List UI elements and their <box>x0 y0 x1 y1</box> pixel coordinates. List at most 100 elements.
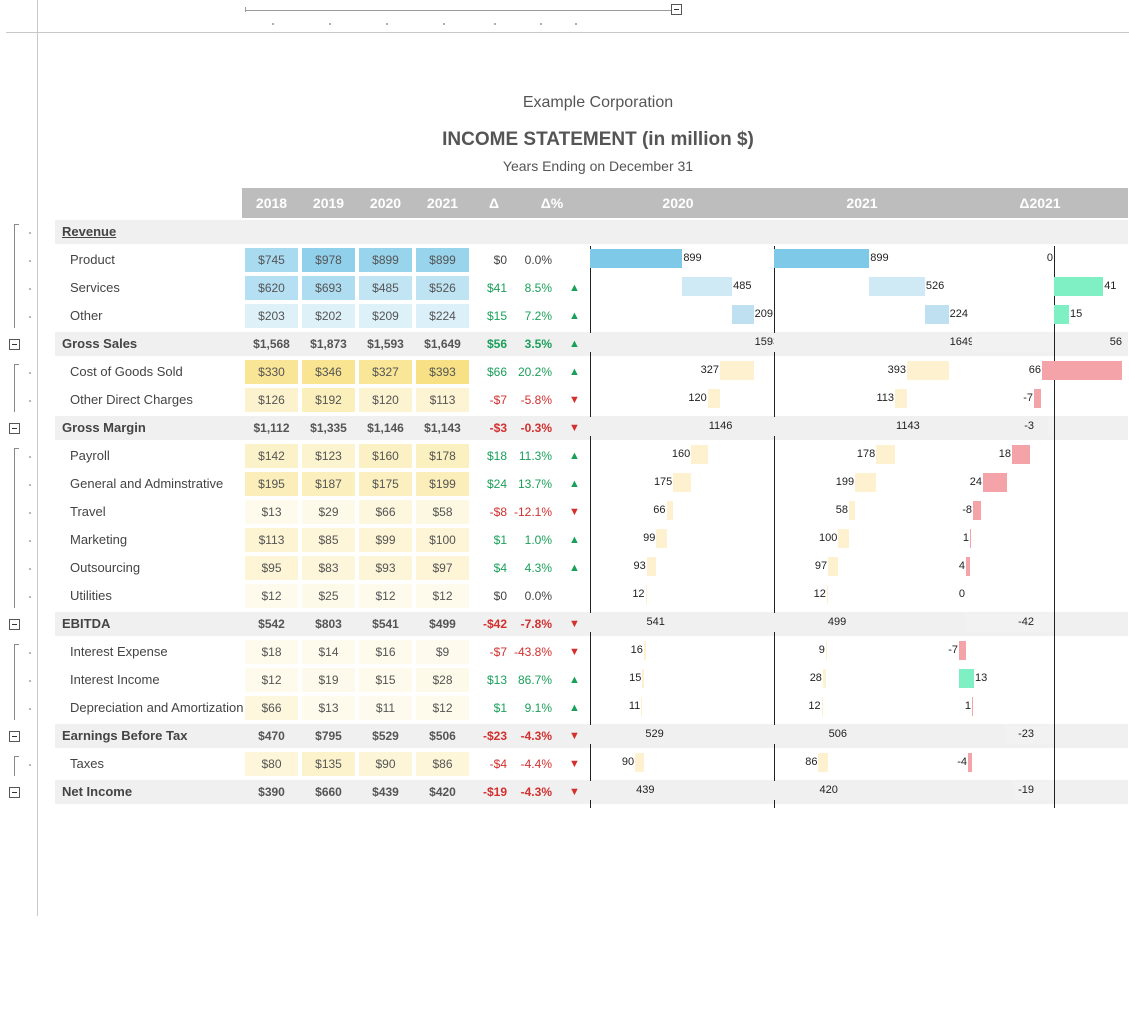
value-cell-2018[interactable]: $542 <box>258 617 285 631</box>
value-cell-2018[interactable]: $1,568 <box>253 337 290 351</box>
delta-pct-cell[interactable]: 8.5% <box>524 281 552 295</box>
value-cell-2021[interactable]: $58 <box>416 500 469 524</box>
delta-cell[interactable]: $56 <box>486 337 507 351</box>
delta-pct-cell[interactable]: -43.8% <box>513 645 552 659</box>
value-cell-2019[interactable]: $346 <box>302 360 355 384</box>
header-year-2020[interactable]: 2020 <box>369 195 402 211</box>
value-cell-2021[interactable]: $506 <box>429 729 456 743</box>
value-cell-2019[interactable]: $25 <box>302 584 355 608</box>
delta-pct-cell[interactable]: -4.3% <box>520 729 552 743</box>
value-cell-2021[interactable]: $12 <box>416 584 469 608</box>
value-cell-2020[interactable]: $439 <box>372 785 399 799</box>
delta-pct-cell[interactable]: -0.3% <box>520 421 552 435</box>
value-cell-2020[interactable]: $209 <box>359 304 412 328</box>
delta-cell[interactable]: $13 <box>486 673 507 687</box>
value-cell-2018[interactable]: $745 <box>245 248 298 272</box>
value-cell-2018[interactable]: $470 <box>258 729 285 743</box>
delta-cell[interactable]: $1 <box>493 533 507 547</box>
value-cell-2019[interactable]: $803 <box>315 617 342 631</box>
value-cell-2020[interactable]: $160 <box>359 444 412 468</box>
value-cell-2020[interactable]: $529 <box>372 729 399 743</box>
delta-pct-cell[interactable]: 7.2% <box>524 309 552 323</box>
value-cell-2018[interactable]: $113 <box>245 528 298 552</box>
delta-pct-cell[interactable]: 4.3% <box>524 561 552 575</box>
delta-cell[interactable]: $1 <box>493 701 507 715</box>
value-cell-2020[interactable]: $99 <box>359 528 412 552</box>
row-label[interactable]: Depreciation and Amortization <box>70 700 244 715</box>
row-label[interactable]: Other Direct Charges <box>70 392 193 407</box>
value-cell-2019[interactable]: $187 <box>302 472 355 496</box>
row-label[interactable]: Interest Expense <box>70 644 168 659</box>
row-label[interactable]: Gross Sales <box>62 336 138 351</box>
value-cell-2019[interactable]: $135 <box>302 752 355 776</box>
row-label[interactable]: Payroll <box>70 448 110 463</box>
row-label[interactable]: Interest Income <box>70 672 160 687</box>
header-chart-2021[interactable]: 2021 <box>846 195 878 211</box>
value-cell-2021[interactable]: $86 <box>416 752 469 776</box>
row-label[interactable]: Earnings Before Tax <box>62 728 188 743</box>
delta-pct-cell[interactable]: 0.0% <box>524 589 552 603</box>
collapse-group-button[interactable] <box>9 423 20 434</box>
value-cell-2018[interactable]: $80 <box>245 752 298 776</box>
value-cell-2018[interactable]: $12 <box>245 668 298 692</box>
delta-pct-cell[interactable]: 11.3% <box>518 449 552 463</box>
row-label[interactable]: Revenue <box>62 224 117 239</box>
row-label[interactable]: Utilities <box>70 588 112 603</box>
value-cell-2019[interactable]: $123 <box>302 444 355 468</box>
value-cell-2021[interactable]: $499 <box>429 617 456 631</box>
value-cell-2018[interactable]: $126 <box>245 388 298 412</box>
row-label[interactable]: General and Adminstrative <box>70 476 224 491</box>
value-cell-2018[interactable]: $390 <box>258 785 285 799</box>
value-cell-2020[interactable]: $66 <box>359 500 412 524</box>
delta-pct-cell[interactable]: 3.5% <box>524 337 552 351</box>
header-year-2021[interactable]: 2021 <box>426 195 459 211</box>
row-label[interactable]: Marketing <box>70 532 128 547</box>
value-cell-2021[interactable]: $178 <box>416 444 469 468</box>
delta-cell[interactable]: -$23 <box>482 729 507 743</box>
value-cell-2021[interactable]: $9 <box>416 640 469 664</box>
collapse-group-button[interactable] <box>9 787 20 798</box>
delta-cell[interactable]: -$19 <box>482 785 507 799</box>
value-cell-2020[interactable]: $1,593 <box>367 337 404 351</box>
value-cell-2018[interactable]: $95 <box>245 556 298 580</box>
delta-pct-cell[interactable]: 86.7% <box>517 673 552 687</box>
collapse-group-button[interactable] <box>9 619 20 630</box>
value-cell-2019[interactable]: $1,873 <box>310 337 347 351</box>
row-label[interactable]: Cost of Goods Sold <box>70 364 183 379</box>
value-cell-2021[interactable]: $97 <box>416 556 469 580</box>
value-cell-2020[interactable]: $485 <box>359 276 412 300</box>
value-cell-2019[interactable]: $13 <box>302 696 355 720</box>
value-cell-2019[interactable]: $29 <box>302 500 355 524</box>
value-cell-2018[interactable]: $1,112 <box>253 421 290 435</box>
value-cell-2019[interactable]: $660 <box>315 785 342 799</box>
delta-cell[interactable]: $24 <box>486 477 507 491</box>
delta-cell[interactable]: -$42 <box>482 617 507 631</box>
header-chart-delta[interactable]: Δ2021 <box>1019 195 1061 211</box>
value-cell-2020[interactable]: $899 <box>359 248 412 272</box>
value-cell-2019[interactable]: $1,335 <box>310 421 347 435</box>
value-cell-2018[interactable]: $12 <box>245 584 298 608</box>
value-cell-2020[interactable]: $12 <box>359 584 412 608</box>
value-cell-2018[interactable]: $203 <box>245 304 298 328</box>
delta-cell[interactable]: $18 <box>486 449 507 463</box>
delta-cell[interactable]: -$4 <box>489 757 507 771</box>
value-cell-2020[interactable]: $327 <box>359 360 412 384</box>
delta-pct-cell[interactable]: -12.1% <box>513 505 552 519</box>
value-cell-2019[interactable]: $795 <box>315 729 342 743</box>
delta-cell[interactable]: -$3 <box>489 421 507 435</box>
delta-pct-cell[interactable]: 9.1% <box>524 701 552 715</box>
delta-pct-cell[interactable]: -4.4% <box>520 757 552 771</box>
value-cell-2019[interactable]: $693 <box>302 276 355 300</box>
value-cell-2020[interactable]: $15 <box>359 668 412 692</box>
value-cell-2020[interactable]: $120 <box>359 388 412 412</box>
value-cell-2021[interactable]: $393 <box>416 360 469 384</box>
header-year-2019[interactable]: 2019 <box>312 195 345 211</box>
delta-cell[interactable]: $15 <box>486 309 507 323</box>
delta-cell[interactable]: -$7 <box>489 645 507 659</box>
delta-pct-cell[interactable]: 1.0% <box>524 533 552 547</box>
delta-pct-cell[interactable]: 13.7% <box>517 477 552 491</box>
value-cell-2019[interactable]: $14 <box>302 640 355 664</box>
delta-pct-cell[interactable]: -4.3% <box>520 785 552 799</box>
value-cell-2019[interactable]: $83 <box>302 556 355 580</box>
delta-pct-cell[interactable]: -7.8% <box>520 617 552 631</box>
